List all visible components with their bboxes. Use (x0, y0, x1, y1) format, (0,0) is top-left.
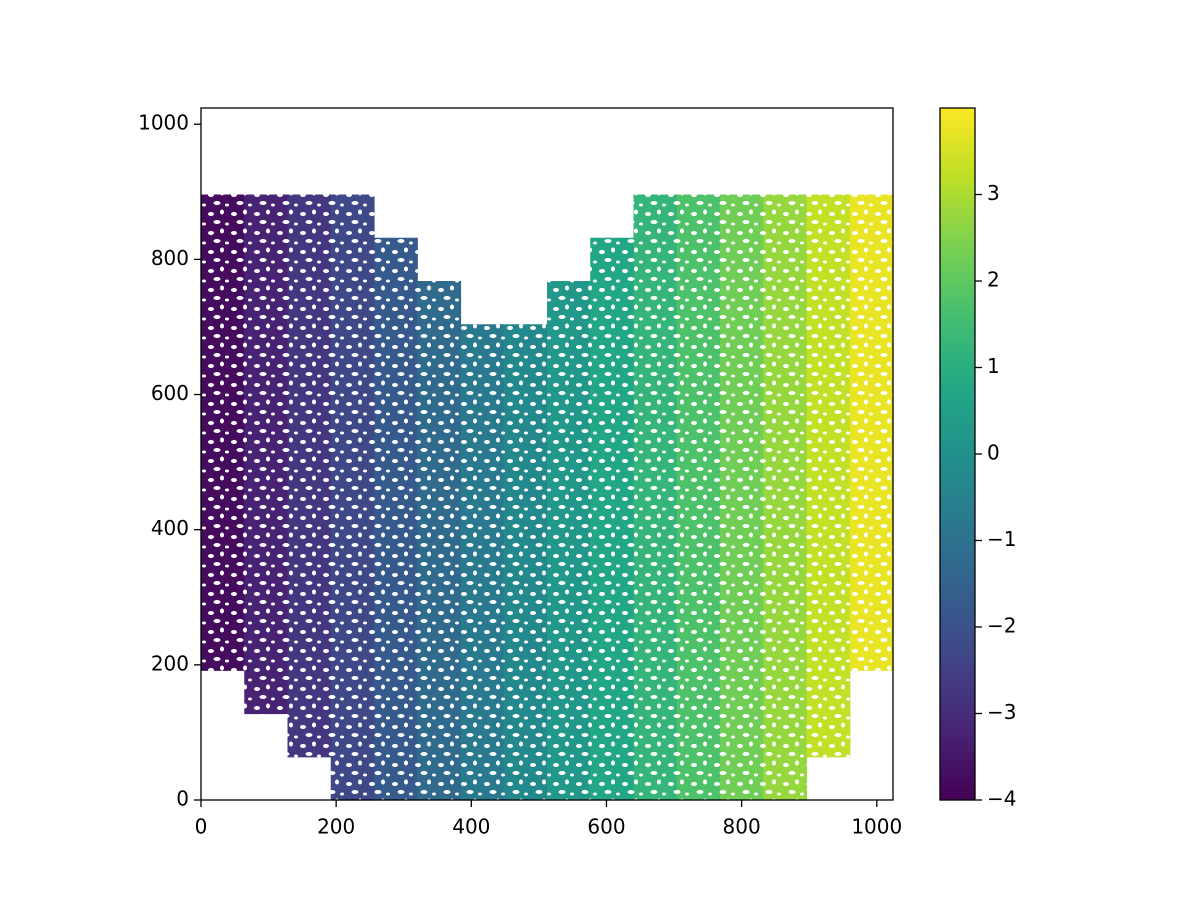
x-tick-label: 600 (587, 815, 625, 839)
speckle-texture (201, 108, 893, 800)
y-tick-label: 1000 (138, 111, 189, 135)
y-tick-label: 200 (151, 651, 189, 675)
colorbar-tick-label: 3 (987, 181, 1000, 205)
axes: 0 200 400 600 800 1000 0 200 400 600 800 1000 −4 −3 −2… (138, 107, 1016, 839)
x-tick-label: 800 (723, 815, 761, 839)
colorbar (939, 107, 976, 801)
colorbar-tick-label: −3 (987, 700, 1016, 724)
texture (201, 108, 893, 800)
y-tick-label: 0 (176, 787, 189, 811)
y-tick-label: 800 (151, 246, 189, 270)
colorbar-tick-label: −2 (987, 614, 1016, 638)
colorbar-tick-label: −4 (987, 787, 1016, 811)
colorbar-tick-label: 1 (987, 354, 1000, 378)
colorbar-tick-label: 0 (987, 441, 1000, 465)
x-tick-label: 200 (317, 815, 355, 839)
x-tick-label: 0 (195, 815, 208, 839)
x-tick-label: 400 (452, 815, 490, 839)
x-tick-label: 1000 (851, 815, 902, 839)
axes-frame (200, 107, 894, 801)
colorbar-tick-label: 2 (987, 268, 1000, 292)
y-tick-label: 600 (151, 381, 189, 405)
colorbar-tick-label: −1 (987, 527, 1016, 551)
y-tick-label: 400 (151, 516, 189, 540)
